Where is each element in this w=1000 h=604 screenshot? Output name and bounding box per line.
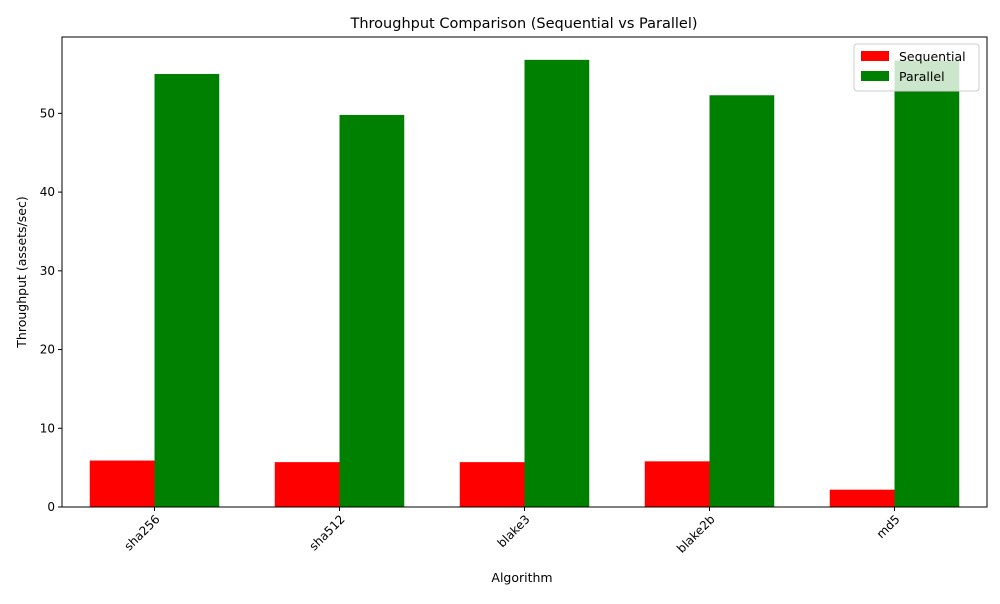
y-tick-label: 20 <box>40 343 55 357</box>
bar-sequential-blake3 <box>459 462 525 507</box>
bar-parallel-blake2b <box>709 95 775 507</box>
x-axis-label: Algorithm <box>491 570 552 585</box>
bar-parallel-sha256 <box>154 74 220 507</box>
bar-sequential-blake2b <box>644 461 710 507</box>
legend-label-parallel: Parallel <box>899 69 945 84</box>
bar-sequential-md5 <box>829 489 895 507</box>
bar-parallel-sha512 <box>339 114 405 507</box>
y-tick-label: 50 <box>40 106 55 120</box>
y-tick-label: 0 <box>47 500 55 514</box>
x-tick-label: blake2b <box>674 512 717 555</box>
x-tick-label: md5 <box>874 512 903 541</box>
bar-parallel-md5 <box>894 60 960 507</box>
y-tick-label: 40 <box>40 185 55 199</box>
x-tick-label: sha512 <box>307 512 348 553</box>
chart-title: Throughput Comparison (Sequential vs Par… <box>349 16 697 32</box>
y-axis-label: Throughput (assets/sec) <box>14 196 29 348</box>
y-tick-label: 30 <box>40 264 55 278</box>
y-tick-label: 10 <box>40 421 55 435</box>
legend-label-sequential: Sequential <box>899 49 966 64</box>
legend-swatch-parallel <box>861 71 889 81</box>
x-tick-label: sha256 <box>122 512 163 553</box>
legend: Sequential Parallel <box>853 43 980 92</box>
x-tick-label: blake3 <box>495 512 533 550</box>
bar-sequential-sha512 <box>274 462 340 507</box>
bar-sequential-sha256 <box>89 460 155 507</box>
bar-parallel-blake3 <box>524 59 590 508</box>
legend-swatch-sequential <box>861 51 889 61</box>
bars-layer <box>89 59 960 508</box>
